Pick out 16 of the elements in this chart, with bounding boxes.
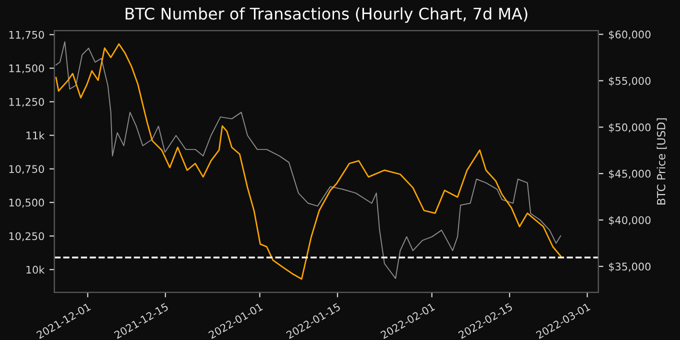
y-tick-label: 10,500 [9, 198, 44, 208]
y-tick-label: 11,500 [9, 64, 44, 74]
y2-tick-label: $45,000 [608, 170, 651, 180]
y-tick-label: 10k [26, 266, 45, 274]
y2-axis-title: BTC Price [USD] [656, 118, 667, 204]
y-tick-label: 10,750 [9, 165, 44, 174]
y-tick-label: 10,250 [9, 232, 44, 242]
y-tick-label: 11,750 [9, 30, 44, 40]
y2-tick-label: $35,000 [608, 262, 651, 272]
y-tick-label: 11,250 [9, 98, 44, 107]
y2-tick-label: $40,000 [608, 216, 651, 226]
y2-tick-label: $60,000 [608, 30, 651, 40]
y-tick-label: 11k [26, 131, 45, 140]
y2-tick-label: $55,000 [608, 76, 651, 86]
y2-tick-label: $50,000 [608, 123, 651, 133]
chart-title: BTC Number of Transactions (Hourly Chart, 7d MA) [126, 7, 528, 23]
